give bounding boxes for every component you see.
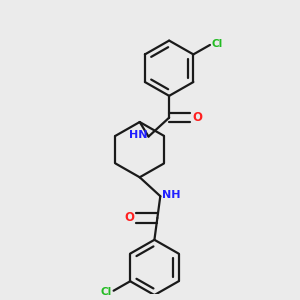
- Text: HN: HN: [129, 130, 147, 140]
- Text: Cl: Cl: [212, 39, 223, 49]
- Text: Cl: Cl: [100, 287, 112, 297]
- Text: O: O: [124, 212, 134, 224]
- Text: O: O: [192, 111, 203, 124]
- Text: NH: NH: [162, 190, 180, 200]
